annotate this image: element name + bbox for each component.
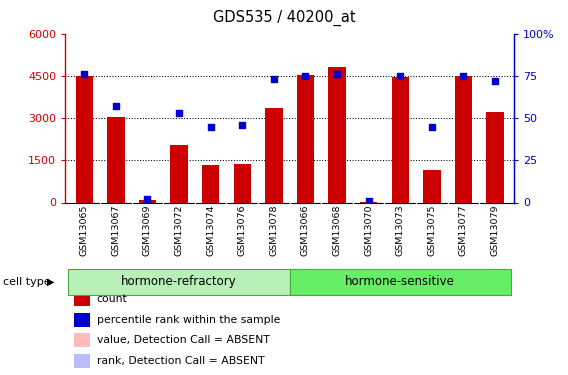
Text: GSM13069: GSM13069 — [143, 204, 152, 256]
Text: cell type: cell type — [3, 277, 51, 287]
Text: GSM13078: GSM13078 — [269, 204, 278, 256]
Bar — [265, 108, 282, 202]
Point — [111, 103, 120, 109]
Bar — [297, 75, 314, 202]
Text: GSM13079: GSM13079 — [491, 204, 500, 256]
Bar — [74, 354, 90, 368]
Text: GSM13068: GSM13068 — [333, 204, 341, 256]
Point — [269, 76, 278, 82]
Bar — [170, 145, 188, 202]
Point — [427, 123, 436, 129]
Bar — [423, 170, 441, 202]
Text: ▶: ▶ — [47, 277, 54, 287]
Text: GSM13066: GSM13066 — [301, 204, 310, 256]
Text: GSM13067: GSM13067 — [111, 204, 120, 256]
Bar — [76, 76, 93, 202]
Text: GSM13065: GSM13065 — [80, 204, 89, 256]
Point — [80, 71, 89, 77]
Point — [491, 78, 500, 84]
Bar — [202, 165, 219, 202]
Bar — [391, 77, 409, 203]
Point — [206, 123, 215, 129]
Text: count: count — [97, 294, 127, 304]
Text: rank, Detection Call = ABSENT: rank, Detection Call = ABSENT — [97, 356, 264, 366]
Point — [174, 110, 183, 116]
Bar — [455, 76, 472, 202]
Text: GSM13076: GSM13076 — [238, 204, 247, 256]
Bar — [328, 67, 346, 203]
Bar — [486, 112, 504, 202]
Text: GSM13075: GSM13075 — [427, 204, 436, 256]
Point — [143, 196, 152, 202]
Text: GSM13073: GSM13073 — [396, 204, 405, 256]
Text: GSM13072: GSM13072 — [174, 204, 183, 256]
Text: percentile rank within the sample: percentile rank within the sample — [97, 315, 280, 325]
Point — [396, 73, 405, 79]
Text: hormone-refractory: hormone-refractory — [121, 275, 237, 288]
Point — [364, 198, 373, 204]
Text: hormone-sensitive: hormone-sensitive — [345, 275, 455, 288]
Bar — [290, 269, 511, 295]
Point — [332, 71, 341, 77]
Bar — [74, 292, 90, 306]
Bar — [139, 200, 156, 202]
Bar — [233, 164, 251, 202]
Point — [238, 122, 247, 128]
Text: GSM13070: GSM13070 — [364, 204, 373, 256]
Point — [459, 73, 468, 79]
Bar — [69, 269, 290, 295]
Bar — [74, 333, 90, 347]
Bar — [107, 117, 124, 202]
Text: GSM13074: GSM13074 — [206, 204, 215, 256]
Point — [301, 73, 310, 79]
Text: GDS535 / 40200_at: GDS535 / 40200_at — [212, 9, 356, 26]
Text: GSM13077: GSM13077 — [459, 204, 468, 256]
Bar — [74, 313, 90, 327]
Text: value, Detection Call = ABSENT: value, Detection Call = ABSENT — [97, 335, 270, 345]
